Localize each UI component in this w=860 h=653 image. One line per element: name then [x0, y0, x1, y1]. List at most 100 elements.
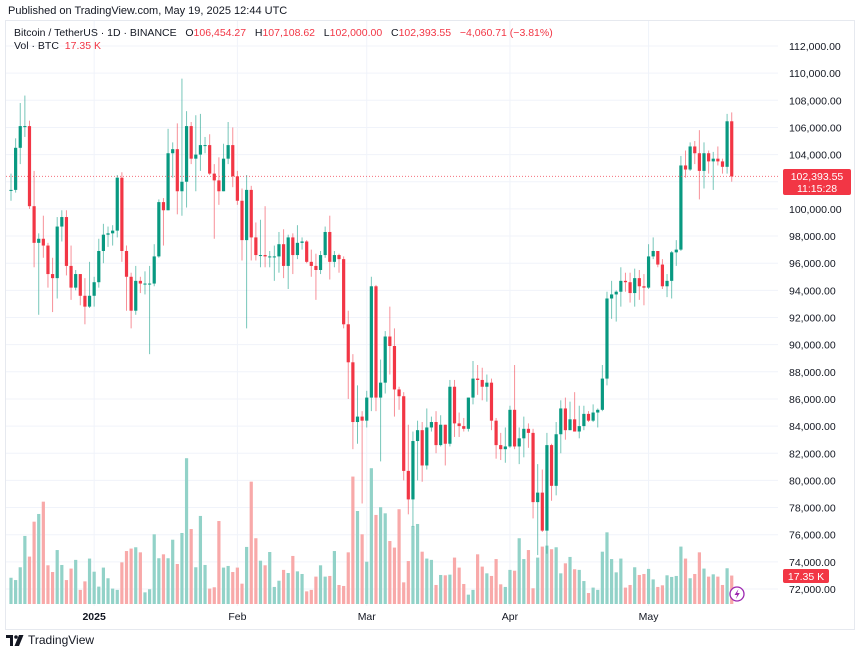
candle-body	[707, 153, 711, 162]
last-price-badge: 102,393.55 11:15:28	[783, 169, 851, 195]
volume-bar	[596, 589, 600, 604]
candle	[646, 244, 651, 289]
candle	[263, 206, 267, 268]
volume-bar	[434, 584, 438, 604]
candle-body	[245, 189, 249, 241]
volume-bar	[32, 521, 36, 604]
candle-body	[415, 430, 420, 442]
candle-body	[591, 412, 595, 421]
candle-body	[231, 145, 235, 177]
volume-bar	[693, 573, 697, 604]
candle	[388, 306, 392, 375]
candle	[415, 420, 420, 481]
candle	[619, 267, 623, 307]
price-tick-label: 74,000.00	[789, 557, 836, 569]
candle	[249, 185, 253, 261]
volume-bar	[411, 525, 415, 604]
volume-bar	[14, 580, 18, 604]
volume-bar	[240, 583, 244, 604]
candle-body	[157, 202, 161, 257]
candle	[23, 95, 27, 137]
candle	[157, 199, 161, 258]
open-label: O	[185, 27, 194, 39]
candle	[129, 272, 133, 329]
candle	[554, 422, 558, 496]
price-tick-label: 86,000.00	[789, 394, 836, 406]
price-tick-label: 110,000.00	[789, 68, 841, 80]
candle	[106, 226, 110, 247]
candle	[480, 367, 484, 401]
candle	[198, 113, 203, 171]
volume-bar	[286, 573, 290, 604]
candle	[101, 223, 105, 264]
candle-body	[619, 280, 623, 292]
volume-value: 17.35 K	[64, 40, 101, 52]
volume-bar	[707, 576, 711, 604]
candle-body	[184, 126, 189, 182]
candle-body	[596, 409, 600, 413]
volume-bar	[78, 589, 82, 604]
candle	[628, 272, 632, 303]
volume-bar	[536, 557, 540, 604]
candle-body	[286, 237, 290, 266]
volume-bar	[171, 539, 175, 604]
symbol-title[interactable]: Bitcoin / TetherUS · 1D · BINANCE	[14, 27, 177, 39]
volume-bar	[485, 573, 489, 604]
volume-bar	[517, 538, 521, 604]
candle	[254, 222, 258, 261]
candle	[300, 237, 304, 250]
volume-bar	[679, 546, 683, 604]
candle-body	[397, 389, 401, 397]
candle-body	[531, 432, 535, 503]
chart-frame	[5, 20, 855, 630]
candle	[226, 122, 230, 165]
volume-bar	[346, 552, 350, 604]
candle	[305, 240, 309, 264]
volume-bar	[605, 532, 609, 604]
volume-bar	[194, 567, 198, 604]
candle-body	[633, 278, 637, 294]
volume-bar	[642, 573, 646, 604]
candle	[591, 404, 595, 423]
candle-body	[549, 445, 554, 486]
candle	[111, 225, 115, 246]
candle-body	[383, 336, 387, 383]
volume-bar	[360, 534, 364, 604]
volume-bar	[23, 535, 27, 604]
candle-body	[402, 396, 406, 471]
tradingview-logo[interactable]: TradingView	[6, 633, 94, 647]
candle-body	[268, 256, 272, 258]
candle	[124, 245, 129, 311]
candle-body	[545, 445, 549, 531]
candle-body	[725, 121, 729, 167]
candle	[531, 428, 535, 519]
candle-body	[600, 378, 604, 410]
candle	[328, 215, 332, 280]
candle-body	[471, 378, 475, 398]
volume-bar	[623, 587, 628, 604]
candle	[180, 78, 184, 216]
volume-bar	[586, 593, 591, 604]
candle	[171, 142, 175, 178]
volume-bar	[55, 550, 59, 604]
candle	[392, 328, 397, 417]
candle-body	[87, 295, 92, 307]
volume-bar	[660, 585, 665, 604]
candle	[355, 385, 360, 444]
volume-bar	[628, 584, 632, 604]
candle-body	[97, 250, 101, 283]
volume-bar	[328, 575, 332, 604]
volume-badge-value: 17.35 K	[788, 571, 824, 583]
volume-bar	[725, 568, 729, 604]
volume-bar	[379, 507, 383, 604]
volume-label[interactable]: Vol · BTC	[14, 40, 59, 52]
volume-bar	[277, 580, 281, 604]
candle-body	[305, 241, 309, 262]
volume-bar	[420, 551, 424, 604]
lightning-bolt-icon[interactable]	[729, 586, 745, 602]
candle	[693, 141, 697, 165]
volume-bar	[148, 589, 152, 604]
candle	[120, 172, 124, 262]
volume-bar	[600, 551, 604, 604]
